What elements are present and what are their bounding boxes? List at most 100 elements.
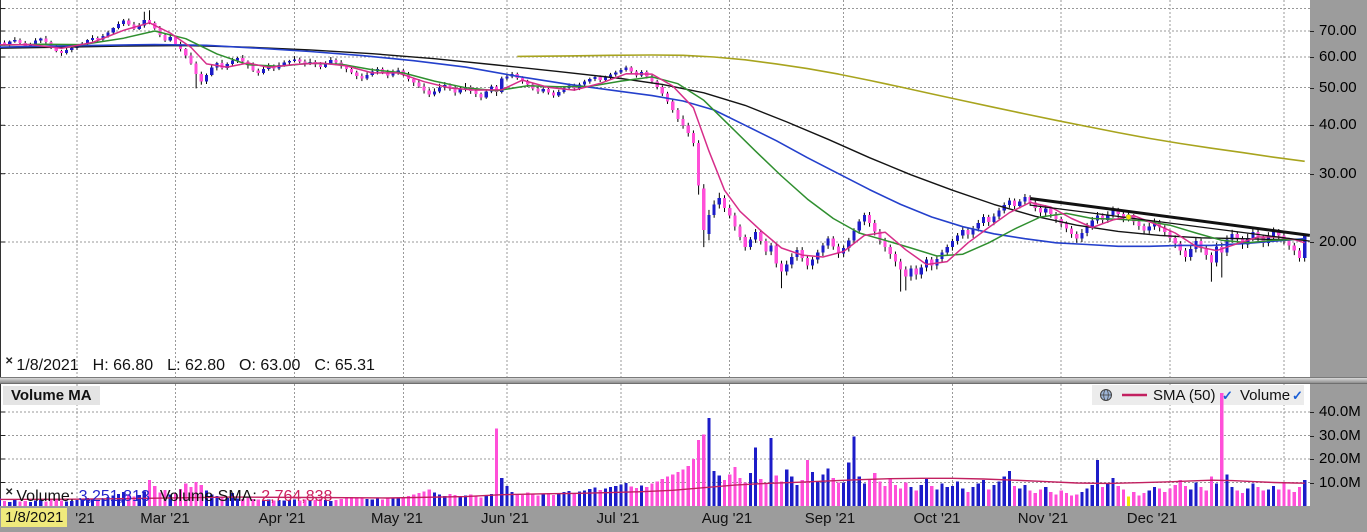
candle-body[interactable] bbox=[251, 65, 255, 71]
candle-body[interactable] bbox=[785, 264, 789, 272]
volume-bar[interactable] bbox=[417, 493, 421, 506]
volume-bar[interactable] bbox=[246, 498, 250, 506]
volume-bar[interactable] bbox=[39, 499, 43, 506]
candle-body[interactable] bbox=[1023, 197, 1027, 202]
candle-body[interactable] bbox=[702, 188, 706, 230]
candle-body[interactable] bbox=[956, 235, 960, 242]
volume-bar[interactable] bbox=[634, 488, 639, 506]
volume-bar[interactable] bbox=[1261, 490, 1265, 506]
candle-body[interactable] bbox=[438, 87, 442, 92]
candle-body[interactable] bbox=[1215, 246, 1219, 263]
candle-body[interactable] bbox=[759, 232, 763, 242]
candle-body[interactable] bbox=[241, 58, 245, 62]
candle-body[interactable] bbox=[1168, 232, 1172, 238]
candle-body[interactable] bbox=[924, 259, 929, 268]
volume-bar[interactable] bbox=[686, 466, 690, 506]
volume-bar[interactable] bbox=[1230, 487, 1234, 506]
candle-body[interactable] bbox=[142, 19, 146, 26]
volume-bar[interactable] bbox=[355, 498, 359, 506]
candle-body[interactable] bbox=[1147, 226, 1151, 231]
volume-bar[interactable] bbox=[277, 499, 281, 506]
volume-bar[interactable] bbox=[722, 480, 727, 506]
volume-bar[interactable] bbox=[1132, 491, 1136, 506]
candle-body[interactable] bbox=[334, 60, 338, 63]
volume-bar[interactable] bbox=[997, 481, 1001, 506]
candle-body[interactable] bbox=[204, 75, 209, 82]
candle-body[interactable] bbox=[261, 69, 266, 73]
candle-body[interactable] bbox=[1090, 220, 1094, 227]
volume-bar[interactable] bbox=[329, 500, 333, 506]
candle-body[interactable] bbox=[562, 88, 566, 92]
trendline[interactable] bbox=[1030, 204, 1310, 242]
volume-bar[interactable] bbox=[961, 488, 965, 506]
volume-bar[interactable] bbox=[116, 493, 121, 506]
volume-bar[interactable] bbox=[1168, 488, 1172, 506]
volume-bar[interactable] bbox=[1220, 393, 1224, 506]
candle-body[interactable] bbox=[743, 237, 747, 248]
volume-bar[interactable] bbox=[1106, 483, 1110, 506]
volume-bar[interactable] bbox=[432, 492, 437, 506]
volume-bar[interactable] bbox=[344, 498, 348, 506]
volume-bar[interactable] bbox=[1044, 487, 1048, 506]
volume-bar[interactable] bbox=[1199, 487, 1203, 506]
volume-bar[interactable] bbox=[500, 477, 504, 506]
volume-bar[interactable] bbox=[1189, 489, 1193, 506]
volume-bar[interactable] bbox=[1292, 491, 1296, 506]
volume-bar[interactable] bbox=[494, 428, 499, 506]
candle-body[interactable] bbox=[961, 229, 965, 236]
volume-bar[interactable] bbox=[194, 482, 198, 506]
volume-bar[interactable] bbox=[479, 497, 483, 506]
volume-bar[interactable] bbox=[1002, 476, 1006, 506]
volume-bar[interactable] bbox=[950, 486, 955, 506]
volume-bar[interactable] bbox=[147, 480, 152, 506]
volume-bar[interactable] bbox=[660, 478, 664, 506]
candle-body[interactable] bbox=[1173, 237, 1177, 244]
candle-body[interactable] bbox=[168, 37, 172, 41]
volume-bar[interactable] bbox=[153, 486, 157, 506]
candle-body[interactable] bbox=[1044, 208, 1048, 213]
candle-body[interactable] bbox=[857, 221, 861, 231]
volume-bar[interactable] bbox=[702, 434, 706, 506]
candle-body[interactable] bbox=[360, 75, 364, 79]
candle-body[interactable] bbox=[235, 58, 240, 61]
candle-body[interactable] bbox=[893, 254, 898, 262]
volume-bar[interactable] bbox=[489, 493, 493, 506]
candle-body[interactable] bbox=[603, 77, 607, 80]
volume-bar[interactable] bbox=[484, 495, 488, 506]
candle-body[interactable] bbox=[1158, 222, 1162, 228]
candle-body[interactable] bbox=[163, 34, 167, 41]
candle-body[interactable] bbox=[453, 88, 457, 93]
volume-bar[interactable] bbox=[867, 478, 872, 506]
candle-body[interactable] bbox=[904, 269, 908, 277]
volume-chart[interactable]: SMA (50) ✓ Volume ✓ bbox=[0, 384, 1310, 506]
volume-bar[interactable] bbox=[1282, 483, 1286, 506]
volume-bar[interactable] bbox=[267, 499, 271, 506]
candle-body[interactable] bbox=[769, 245, 773, 252]
volume-bar[interactable] bbox=[2, 501, 7, 506]
candle-body[interactable] bbox=[54, 46, 58, 51]
volume-bar[interactable] bbox=[1101, 487, 1105, 506]
candle-body[interactable] bbox=[686, 125, 690, 134]
volume-bar[interactable] bbox=[1111, 477, 1115, 506]
candle-body[interactable] bbox=[1271, 231, 1276, 237]
volume-bar[interactable] bbox=[313, 499, 317, 506]
volume-bar[interactable] bbox=[707, 417, 711, 506]
candle-body[interactable] bbox=[282, 62, 286, 66]
candle-body[interactable] bbox=[1085, 226, 1089, 233]
candle-body[interactable] bbox=[349, 69, 354, 73]
volume-bar[interactable] bbox=[474, 496, 478, 506]
candle-body[interactable] bbox=[13, 39, 17, 42]
volume-bar[interactable] bbox=[1049, 491, 1053, 506]
candle-body[interactable] bbox=[1189, 248, 1193, 257]
candle-body[interactable] bbox=[691, 133, 696, 144]
candle-body[interactable] bbox=[127, 20, 131, 25]
volume-bar[interactable] bbox=[510, 491, 514, 506]
candle-body[interactable] bbox=[614, 72, 618, 75]
candle-body[interactable] bbox=[90, 37, 95, 41]
candle-body[interactable] bbox=[329, 60, 333, 64]
volume-bar[interactable] bbox=[1271, 486, 1276, 506]
volume-bar[interactable] bbox=[225, 497, 229, 506]
volume-bar[interactable] bbox=[386, 498, 390, 506]
candle-body[interactable] bbox=[878, 231, 882, 241]
candle-body[interactable] bbox=[676, 109, 680, 120]
